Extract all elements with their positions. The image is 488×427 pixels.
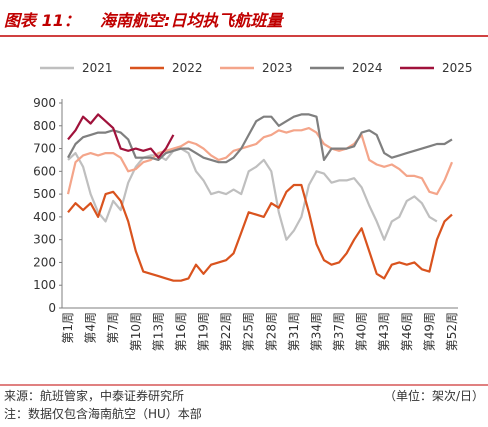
x-tick-label: 第10周 — [129, 312, 143, 351]
y-tick-label: 600 — [33, 164, 56, 178]
series-line — [67, 113, 453, 164]
x-tick-label: 第7周 — [106, 312, 120, 344]
x-tick-label: 第46周 — [400, 312, 414, 351]
source: 来源：航班管家，中泰证券研究所 — [4, 388, 184, 403]
y-tick-label: 700 — [33, 142, 56, 156]
series-line — [67, 113, 175, 159]
x-tick-label: 第49周 — [422, 312, 436, 351]
legend-label: 2022 — [172, 61, 203, 75]
x-tick-label: 第43周 — [377, 312, 391, 351]
y-tick-label: 0 — [48, 301, 56, 315]
x-tick-label: 第22周 — [219, 312, 233, 351]
x-tick-label: 第28周 — [264, 312, 278, 351]
x-tick-label: 第31周 — [287, 312, 301, 351]
y-tick-label: 200 — [33, 255, 56, 269]
series-line — [67, 147, 438, 241]
x-tick-label: 第19周 — [197, 312, 211, 351]
unit: （单位：架次/日） — [384, 388, 484, 403]
x-tick-label: 第52周 — [445, 312, 459, 351]
x-tick-label: 第37周 — [332, 312, 346, 351]
x-tick-label: 第34周 — [309, 312, 323, 351]
series-line — [67, 183, 453, 282]
series-line — [66, 127, 454, 196]
x-tick-label: 第16周 — [174, 312, 188, 351]
chart-title: 海南航空:日均执飞航班量 — [100, 11, 284, 30]
legend-label: 2025 — [442, 61, 473, 75]
figure-label: 图表 11： — [4, 11, 80, 30]
y-tick-label: 400 — [33, 210, 56, 224]
y-tick-label: 800 — [33, 119, 56, 133]
x-tick-label: 第40周 — [355, 312, 369, 351]
legend-label: 2024 — [352, 61, 383, 75]
y-tick-label: 900 — [33, 96, 56, 110]
legend-label: 2023 — [262, 61, 293, 75]
y-tick-label: 500 — [33, 187, 56, 201]
y-tick-label: 100 — [33, 278, 56, 292]
note: 注：数据仅包含海南航空（HU）本部 — [4, 406, 202, 421]
x-tick-label: 第13周 — [151, 312, 165, 351]
x-tick-label: 第25周 — [242, 312, 256, 351]
legend-label: 2021 — [82, 61, 113, 75]
x-tick-label: 第1周 — [61, 312, 75, 344]
x-tick-label: 第4周 — [84, 312, 98, 344]
y-tick-label: 300 — [33, 233, 56, 247]
